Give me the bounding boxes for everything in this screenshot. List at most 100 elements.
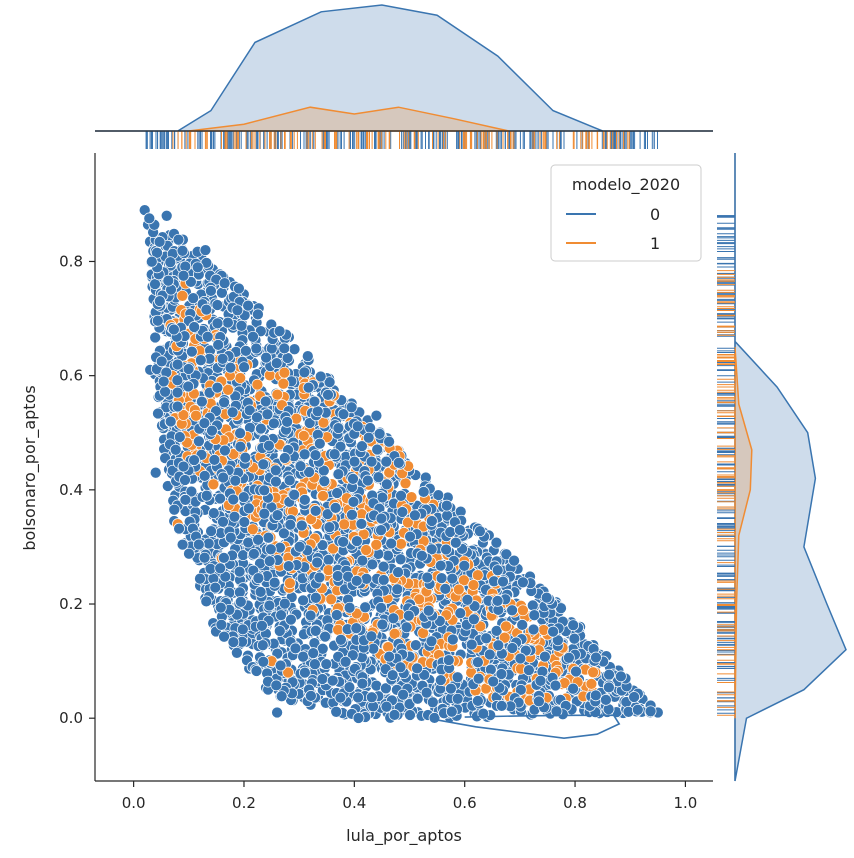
scatter-point	[216, 352, 229, 365]
scatter-point	[322, 389, 334, 401]
scatter-point	[365, 455, 378, 468]
scatter-point	[517, 604, 529, 617]
scatter-point	[257, 458, 270, 471]
scatter-point	[567, 619, 580, 632]
scatter-point	[258, 484, 271, 497]
scatter-point	[356, 554, 369, 567]
scatter-point	[153, 295, 166, 307]
scatter-point	[261, 408, 274, 421]
scatter-point	[233, 282, 245, 295]
scatter-point	[284, 577, 296, 590]
scatter-point	[472, 672, 485, 685]
y-tick-label: 0.6	[59, 367, 83, 385]
scatter-point	[403, 698, 416, 710]
scatter-point	[322, 554, 335, 566]
legend-label-1: 1	[650, 234, 660, 253]
scatter-point	[216, 286, 228, 299]
scatter-point	[417, 486, 430, 498]
scatter-point	[194, 354, 207, 367]
scatter-point	[316, 642, 329, 655]
legend-label-0: 0	[650, 205, 660, 224]
scatter-point	[628, 691, 640, 703]
scatter-point	[326, 674, 339, 687]
scatter-point	[492, 639, 505, 652]
scatter-point	[313, 437, 326, 450]
scatter-point	[155, 355, 168, 368]
scatter-point	[360, 544, 372, 556]
scatter-point	[472, 695, 484, 707]
scatter-point	[171, 374, 184, 387]
scatter-point	[168, 323, 180, 336]
scatter-point	[246, 523, 259, 536]
y-marginal-rug	[717, 215, 735, 716]
scatter-point	[214, 562, 227, 575]
scatter-point	[356, 677, 369, 690]
y-tick-label: 0.2	[59, 595, 83, 613]
scatter-point	[567, 682, 579, 695]
scatter-point	[289, 642, 302, 655]
scatter-point	[394, 661, 407, 674]
scatter-point	[182, 363, 195, 375]
scatter-point	[426, 696, 439, 709]
scatter-point	[421, 571, 434, 584]
x-tick-label: 1.0	[673, 794, 697, 812]
scatter-point	[434, 674, 447, 686]
scatter-point	[308, 395, 321, 408]
scatter-point	[193, 435, 205, 448]
scatter-point	[283, 474, 296, 487]
scatter-point	[449, 536, 462, 549]
scatter-point	[295, 519, 308, 532]
scatter-point	[271, 509, 284, 522]
scatter-point	[540, 591, 553, 604]
scatter-point	[256, 619, 268, 632]
scatter-point	[446, 633, 459, 646]
scatter-point	[506, 604, 518, 617]
scatter-point	[468, 613, 480, 626]
scatter-point	[250, 342, 263, 355]
scatter-point	[404, 530, 416, 543]
scatter-point	[380, 478, 393, 491]
scatter-point	[600, 694, 612, 706]
scatter-point	[313, 571, 326, 584]
scatter-point	[362, 431, 375, 444]
scatter-point	[196, 395, 208, 408]
scatter-point	[343, 681, 356, 693]
scatter-point	[570, 665, 582, 678]
scatter-point	[250, 665, 263, 677]
scatter-point	[214, 601, 227, 614]
scatter-point	[585, 678, 598, 690]
scatter-point	[211, 381, 224, 394]
scatter-point	[402, 516, 414, 529]
scatter-point	[259, 395, 272, 408]
scatter-point	[233, 565, 246, 578]
scatter-point	[260, 351, 272, 364]
scatter-point	[345, 401, 358, 414]
scatter-point	[514, 652, 527, 665]
scatter-point	[273, 625, 286, 637]
scatter-point	[440, 543, 452, 556]
scatter-point	[271, 706, 283, 719]
scatter-point	[200, 489, 213, 502]
y-axis-title: bolsonaro_por_aptos	[20, 385, 40, 550]
y-tick-label: 0.4	[59, 481, 83, 499]
scatter-point	[321, 508, 334, 520]
scatter-point	[171, 358, 184, 371]
scatter-point	[490, 625, 503, 637]
scatter-point	[218, 277, 231, 290]
scatter-point	[149, 278, 161, 290]
scatter-point	[534, 674, 547, 687]
contour-line	[436, 714, 621, 740]
scatter-point	[397, 688, 409, 701]
y-axis-ticks: 0.0 0.2 0.4 0.6 0.8	[59, 252, 95, 727]
scatter-point	[218, 396, 230, 409]
scatter-point	[334, 691, 347, 704]
scatter-point	[309, 591, 322, 604]
scatter-point	[277, 377, 290, 390]
scatter-point	[304, 609, 317, 622]
scatter-point	[198, 417, 211, 429]
scatter-point	[444, 526, 457, 538]
scatter-point	[198, 470, 211, 482]
scatter-point	[302, 381, 315, 394]
scatter-point	[206, 424, 218, 437]
